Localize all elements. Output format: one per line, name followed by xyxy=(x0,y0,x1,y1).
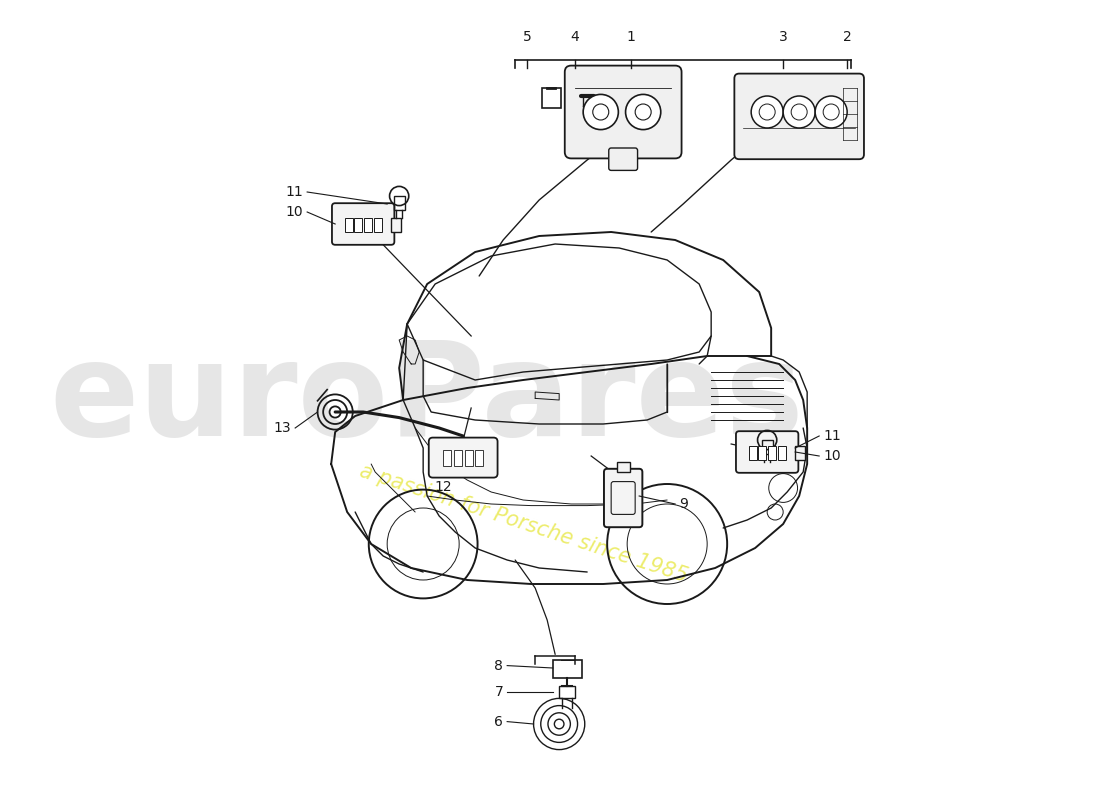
Text: 5: 5 xyxy=(522,30,531,44)
Text: 3: 3 xyxy=(779,30,788,44)
Circle shape xyxy=(751,96,783,128)
Text: 1: 1 xyxy=(627,30,636,44)
FancyBboxPatch shape xyxy=(735,74,864,159)
Bar xyxy=(761,440,773,454)
Bar xyxy=(795,446,805,460)
Text: 10: 10 xyxy=(286,205,304,219)
Text: 10: 10 xyxy=(823,449,840,463)
Circle shape xyxy=(583,94,618,130)
Text: euroPares: euroPares xyxy=(50,337,804,463)
Bar xyxy=(559,686,575,698)
Text: 6: 6 xyxy=(494,714,503,729)
Bar xyxy=(443,450,451,466)
Bar xyxy=(758,446,767,460)
Bar xyxy=(344,218,353,232)
Bar xyxy=(768,446,776,460)
Text: 7: 7 xyxy=(494,685,503,699)
Circle shape xyxy=(815,96,847,128)
Bar xyxy=(392,218,400,232)
Bar xyxy=(475,450,483,466)
FancyBboxPatch shape xyxy=(332,203,395,245)
Text: 12: 12 xyxy=(434,480,452,494)
FancyBboxPatch shape xyxy=(736,431,799,473)
Bar xyxy=(364,218,372,232)
Bar xyxy=(394,196,405,210)
Text: 11: 11 xyxy=(823,429,840,443)
FancyBboxPatch shape xyxy=(429,438,497,478)
Circle shape xyxy=(783,96,815,128)
Text: a passion for Porsche since 1985: a passion for Porsche since 1985 xyxy=(356,462,690,586)
Text: 4: 4 xyxy=(571,30,580,44)
Text: 8: 8 xyxy=(494,658,503,673)
Text: 9: 9 xyxy=(679,497,688,511)
FancyBboxPatch shape xyxy=(604,469,642,527)
Bar xyxy=(374,218,382,232)
Bar xyxy=(778,446,785,460)
Bar xyxy=(541,88,561,108)
Bar xyxy=(553,660,582,678)
Text: 2: 2 xyxy=(843,30,851,44)
FancyBboxPatch shape xyxy=(608,148,638,170)
Bar xyxy=(749,446,757,460)
Bar xyxy=(465,450,473,466)
Bar xyxy=(453,450,462,466)
FancyBboxPatch shape xyxy=(564,66,682,158)
Bar xyxy=(354,218,362,232)
Bar xyxy=(617,462,629,472)
Text: 13: 13 xyxy=(274,421,292,435)
Text: 11: 11 xyxy=(285,185,304,199)
Circle shape xyxy=(626,94,661,130)
